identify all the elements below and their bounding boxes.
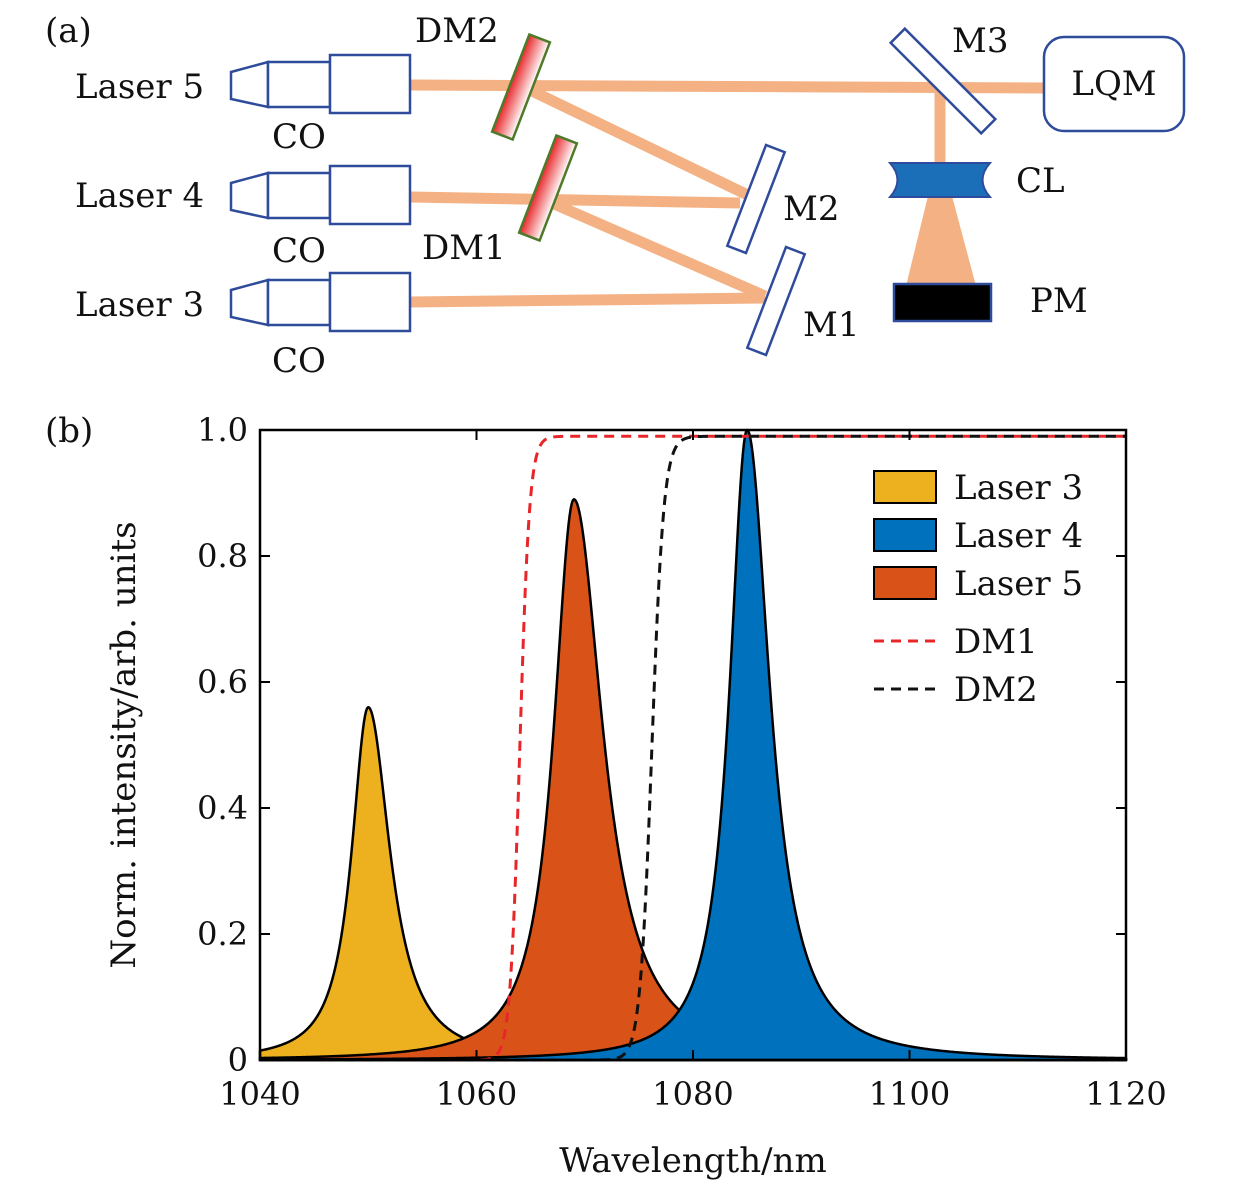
setup-diagram: (a) Laser 5 CO Laser 4 CO Laser 3 CO DM2…	[45, 11, 1186, 381]
legend-swatch	[873, 566, 937, 600]
y-tick-label: 0.8	[197, 537, 248, 575]
legend-label: DM1	[954, 622, 1038, 662]
x-axis-ticks: 1040 1060 1080 1100 1120	[219, 430, 1167, 1113]
y-tick-label: 0.4	[197, 789, 248, 827]
m3-label: M3	[952, 21, 1008, 61]
laser-4-objective-label: CO	[272, 231, 326, 271]
m1-label: M1	[803, 305, 859, 345]
m3-mirror	[888, 26, 998, 136]
dichroic-curves	[260, 434, 1126, 1062]
legend-label: Laser 5	[954, 564, 1083, 604]
plot-frame	[258, 428, 1128, 1062]
laser-3-objective-label: CO	[272, 341, 326, 381]
spectra-areas	[258, 428, 1128, 1062]
laser-5-label: Laser 5	[75, 67, 204, 107]
y-axis-label: Norm. intensity/arb. units	[104, 521, 144, 968]
laser-3-label: Laser 3	[75, 285, 204, 325]
x-tick-label: 1120	[1085, 1075, 1166, 1113]
legend-swatch	[873, 518, 937, 552]
x-tick-label: 1080	[652, 1075, 733, 1113]
panel-b-label: (b)	[45, 411, 93, 451]
legend-label: Laser 4	[954, 516, 1083, 556]
x-tick-label: 1040	[219, 1075, 300, 1113]
y-tick-label: 0	[228, 1041, 248, 1079]
laser-3-objective	[229, 271, 412, 333]
power-meter	[892, 282, 993, 323]
spectrum-laser-5	[258, 498, 1128, 1062]
laser-5-objective	[229, 53, 412, 115]
m2-label: M2	[783, 189, 839, 229]
legend-label: Laser 3	[954, 468, 1083, 508]
dm1-transmission-curve	[260, 434, 1126, 1062]
laser-4-label: Laser 4	[75, 176, 204, 216]
x-tick-label: 1100	[869, 1075, 950, 1113]
legend-label: DM2	[954, 670, 1038, 710]
diverging-beam	[906, 196, 976, 286]
laser-5-objective-label: CO	[272, 117, 326, 157]
lqm-box	[1042, 35, 1186, 133]
spectrum-laser-3	[258, 705, 1128, 1062]
y-tick-label: 0.2	[197, 915, 248, 953]
x-tick-label: 1060	[436, 1075, 517, 1113]
m2-mirror	[725, 143, 787, 255]
x-axis-label: Wavelength/nm	[559, 1141, 826, 1181]
dm1-label: DM1	[422, 228, 506, 268]
dm2-label: DM2	[415, 11, 499, 51]
cylindrical-lens	[887, 162, 993, 198]
y-axis-ticks: 0 0.2 0.4 0.6 0.8 1.0	[197, 411, 1126, 1079]
laser-4-objective	[229, 164, 412, 226]
y-tick-label: 1.0	[197, 411, 248, 449]
m1-mirror	[745, 245, 807, 357]
lqm-label: LQM	[1071, 64, 1156, 104]
panel-a-label: (a)	[45, 11, 92, 51]
y-tick-label: 0.6	[197, 663, 248, 701]
pm-label: PM	[1030, 281, 1088, 321]
cl-label: CL	[1016, 161, 1065, 201]
legend: Laser 3 Laser 4 Laser 5 DM1 DM2	[873, 468, 1083, 710]
spectrum-laser-4	[258, 428, 1128, 1062]
dm1-dichroic-mirror	[517, 133, 579, 243]
dm2-transmission-curve	[260, 434, 1126, 1062]
dm2-dichroic-mirror	[490, 32, 552, 142]
legend-swatch	[873, 470, 937, 504]
